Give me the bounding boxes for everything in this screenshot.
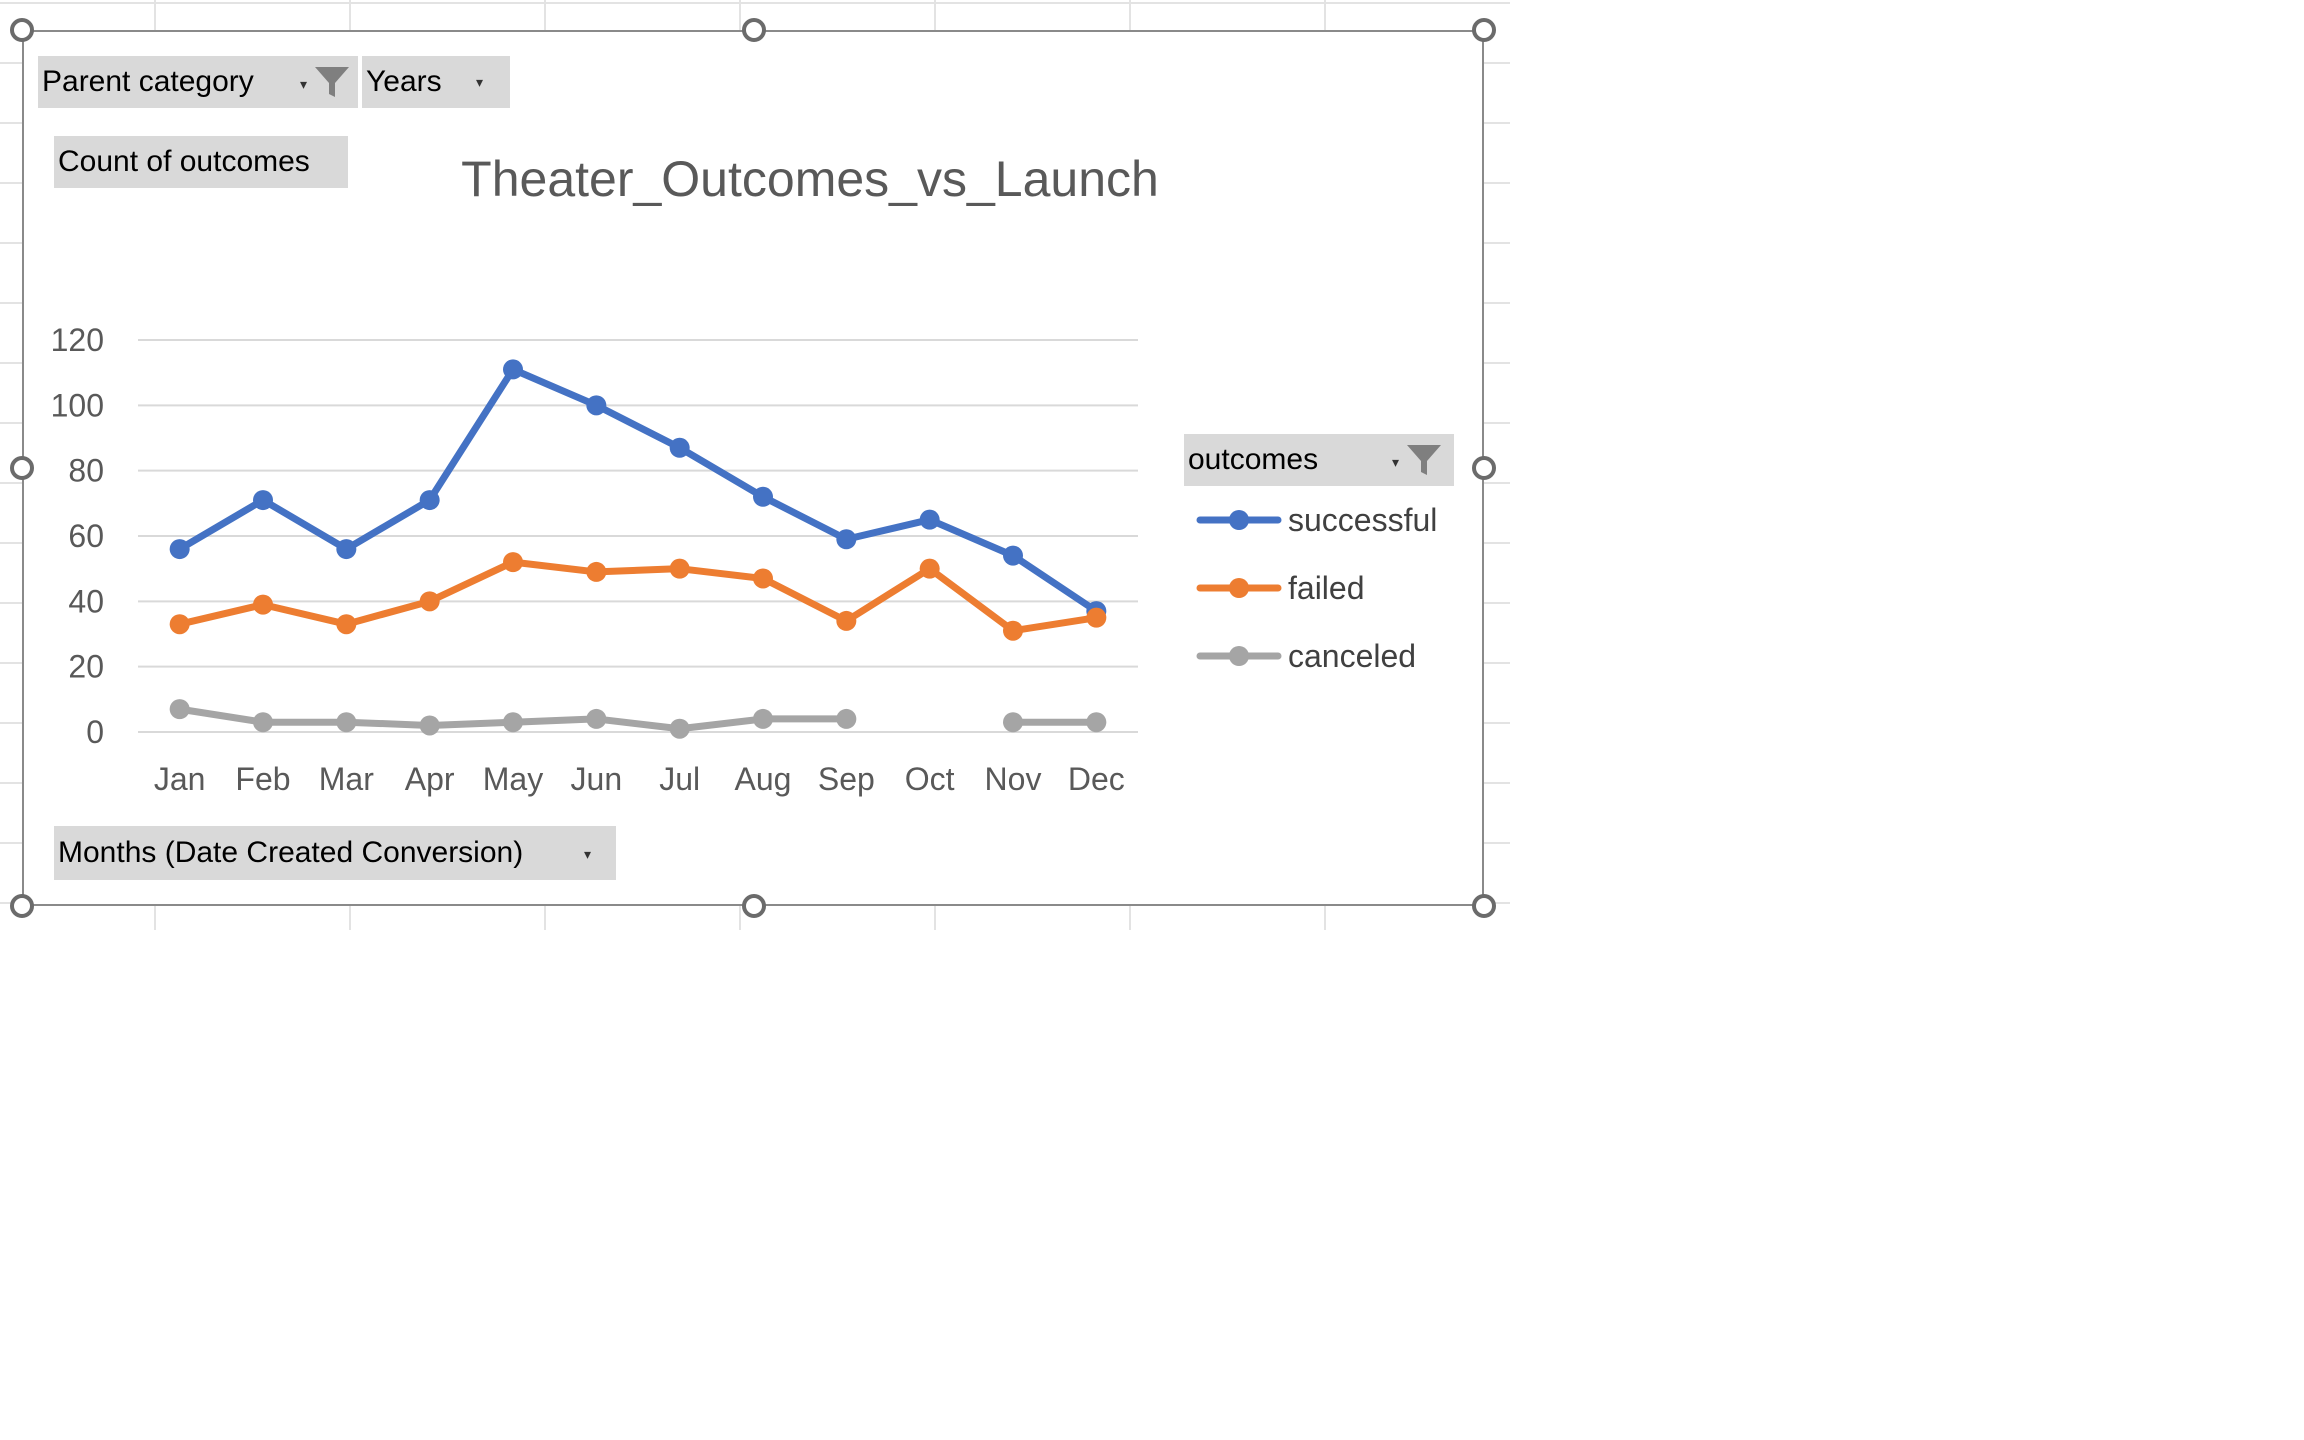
x-tick-label: Jun [571, 761, 623, 797]
x-tick-label: Aug [735, 761, 792, 797]
legend-marker [1196, 646, 1282, 666]
data-point-failed[interactable] [586, 561, 607, 582]
dropdown-arrow-icon: ▾ [300, 76, 308, 92]
data-point-canceled[interactable] [753, 708, 773, 729]
data-point-successful[interactable] [169, 539, 190, 560]
y-tick-label: 80 [68, 453, 104, 489]
y-tick-label: 40 [68, 583, 104, 619]
y-tick-label: 60 [68, 518, 104, 554]
data-point-successful[interactable] [669, 437, 690, 458]
y-tick-label: 20 [68, 649, 104, 685]
data-point-canceled[interactable] [336, 712, 357, 733]
data-point-failed[interactable] [336, 614, 357, 635]
data-point-canceled[interactable] [169, 699, 190, 720]
years-label: Years [366, 65, 442, 98]
y-tick-label: 100 [51, 387, 104, 423]
data-point-failed[interactable] [919, 558, 940, 579]
x-tick-label: Apr [405, 761, 455, 797]
years-filter-button[interactable]: Years ▾ [362, 56, 510, 108]
outcomes-field-label: outcomes [1188, 443, 1319, 476]
resize-handle-icon[interactable] [742, 894, 766, 918]
data-point-failed[interactable] [253, 594, 273, 615]
data-point-successful[interactable] [336, 539, 357, 560]
data-point-canceled[interactable] [1086, 712, 1107, 733]
dropdown-arrow-icon: ▾ [584, 846, 592, 862]
parent-category-filter-button[interactable]: Parent category ▾ [38, 56, 358, 108]
y-tick-label: 0 [86, 714, 104, 750]
legend-item-canceled[interactable]: canceled [1196, 636, 1416, 676]
data-point-failed[interactable] [1003, 620, 1023, 641]
x-tick-label: Jan [154, 761, 206, 797]
x-tick-label: Nov [985, 761, 1042, 797]
data-point-failed[interactable] [503, 552, 523, 573]
parent-category-label: Parent category [42, 65, 254, 98]
legend-label: successful [1288, 501, 1438, 538]
data-point-canceled[interactable] [586, 708, 607, 729]
y-tick-label: 120 [51, 322, 104, 358]
resize-handle-icon[interactable] [1472, 894, 1496, 918]
data-point-successful[interactable] [586, 395, 607, 416]
series-line-failed[interactable] [176, 558, 1100, 635]
legend-label: failed [1288, 569, 1365, 606]
resize-handle-icon[interactable] [742, 18, 766, 42]
data-point-canceled[interactable] [253, 712, 273, 733]
data-point-canceled[interactable] [1003, 712, 1023, 733]
data-point-successful[interactable] [1003, 545, 1023, 566]
data-point-successful[interactable] [503, 359, 523, 380]
legend-marker [1196, 578, 1282, 598]
outcomes-legend-field-button[interactable]: outcomes ▾ [1184, 434, 1454, 486]
data-point-failed[interactable] [169, 614, 190, 635]
x-tick-label: Dec [1068, 761, 1125, 797]
values-field-label: Count of outcomes [58, 145, 310, 178]
x-tick-label: Sep [818, 761, 875, 797]
x-tick-label: May [483, 761, 543, 797]
resize-handle-icon[interactable] [10, 894, 34, 918]
dropdown-arrow-icon: ▾ [476, 74, 484, 90]
resize-handle-icon[interactable] [1472, 456, 1496, 480]
data-point-successful[interactable] [419, 490, 440, 511]
filter-funnel-icon [1407, 445, 1441, 475]
series-line-successful[interactable] [176, 365, 1100, 615]
legend-item-failed[interactable]: failed [1196, 568, 1365, 608]
data-point-successful[interactable] [253, 490, 273, 511]
x-tick-label: Oct [905, 761, 955, 797]
data-point-successful[interactable] [753, 486, 773, 507]
x-tick-label: Jul [659, 761, 700, 797]
filter-funnel-icon [315, 67, 349, 97]
resize-handle-icon[interactable] [10, 456, 34, 480]
axis-field-label: Months (Date Created Conversion) [58, 836, 524, 869]
legend-label: canceled [1288, 637, 1417, 674]
data-point-canceled[interactable] [419, 715, 440, 736]
dropdown-arrow-icon: ▾ [1392, 454, 1400, 470]
data-point-failed[interactable] [753, 568, 773, 589]
legend-marker [1196, 510, 1282, 530]
data-point-failed[interactable] [836, 610, 857, 631]
data-point-canceled[interactable] [503, 712, 523, 733]
data-point-failed[interactable] [419, 591, 440, 612]
resize-handle-icon[interactable] [1472, 18, 1496, 42]
resize-handle-icon[interactable] [10, 18, 34, 42]
axis-field-button[interactable]: Months (Date Created Conversion) ▾ [54, 826, 616, 880]
data-point-failed[interactable] [669, 558, 690, 579]
data-point-successful[interactable] [919, 509, 940, 530]
chart-title: Theater_Outcomes_vs_Launch [461, 151, 1159, 207]
data-point-successful[interactable] [836, 529, 857, 550]
x-tick-label: Mar [319, 761, 374, 797]
data-point-canceled[interactable] [836, 708, 857, 729]
values-field-button[interactable]: Count of outcomes [54, 136, 348, 188]
x-tick-label: Feb [235, 761, 290, 797]
data-point-failed[interactable] [1086, 607, 1107, 628]
legend-item-successful[interactable]: successful [1196, 500, 1437, 540]
data-point-canceled[interactable] [669, 718, 690, 739]
